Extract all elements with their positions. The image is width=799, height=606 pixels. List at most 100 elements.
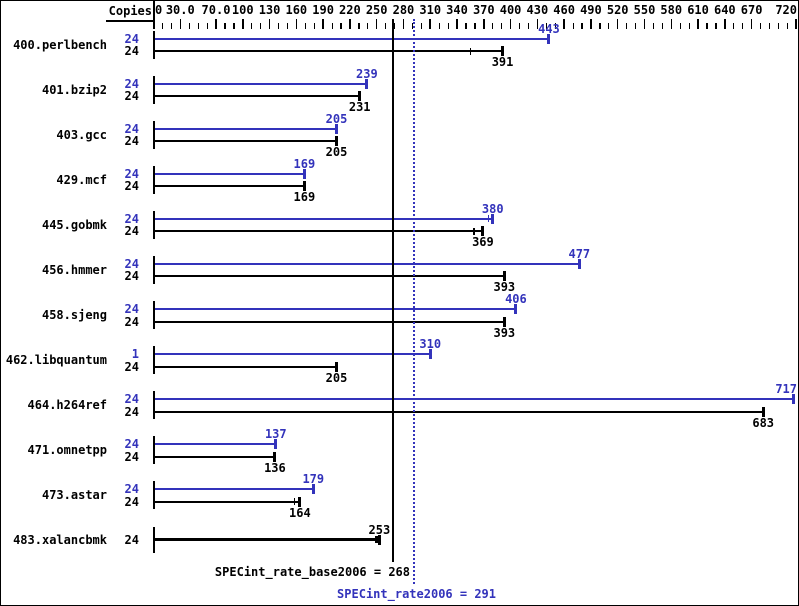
axis-minor-tick [572,23,574,29]
peak-value-label: 179 [302,472,325,486]
benchmark-label: 456.hmmer [41,263,107,278]
axis-major-tick [215,19,217,29]
benchmark-label: 400.perlbench [13,37,107,52]
benchmark-label: 401.bzip2 [41,82,107,97]
axis-minor-tick [367,23,369,29]
group-axis-segment [153,390,155,420]
copies-value: 24 [124,532,139,547]
group-axis-segment [153,30,155,59]
peak-mean-line [412,19,415,584]
copies-value: 24 [124,76,139,91]
bar-end-cap [761,406,765,417]
x-axis: 0 30.0 70.0 100 130 160 190 220 250 280 310 340 370 4… [1,1,798,31]
benchmark-label: 445.gobmk [41,218,107,233]
axis-major-tick [295,19,298,29]
base-bar [154,185,305,188]
axis-minor-tick [777,23,780,29]
axis-major-tick [795,19,797,29]
axis-tick-label: 610 [687,3,709,17]
axis-minor-tick [286,23,289,29]
axis-major-tick [563,19,565,29]
base-value-label: 205 [325,145,348,160]
axis-minor-tick [260,23,262,29]
axis-tick-label: 430 [526,3,549,17]
run-tick [293,498,296,506]
group-axis-segment [153,300,155,329]
axis-minor-tick [554,23,556,29]
base-bar [154,230,483,233]
bar-end-cap [514,303,518,314]
bar-end-cap [377,534,381,545]
axis-tick-label: 550 [633,3,656,17]
axis-major-tick [429,19,431,29]
axis-minor-tick [224,23,226,29]
axis-minor-tick [340,23,342,29]
base-bar [154,537,380,542]
bar-end-cap [577,258,581,269]
base-value-label: 205 [325,370,348,385]
axis-minor-tick [733,23,735,29]
group-axis-segment [153,481,155,510]
bar-end-cap [491,213,495,224]
axis-minor-tick [626,23,628,29]
copies-value: 24 [124,134,139,149]
axis-major-tick [643,19,646,29]
axis-minor-tick [277,23,280,29]
benchmark-label: 473.astar [41,488,107,503]
bar-end-cap [302,181,306,192]
base-bar [154,140,337,143]
copies-value: 24 [124,179,139,194]
axis-major-tick [536,19,539,29]
axis-tick-label: 190 [312,3,334,17]
axis-tick-label: 250 [365,3,388,17]
peak-bar [154,488,314,490]
peak-value-label: 205 [325,111,348,126]
copies-value: 24 [124,89,139,104]
peak-bar [154,397,794,400]
copies-value: 24 [124,256,139,271]
bar-end-cap [502,271,506,282]
axis-tick-label: 370 [472,3,495,17]
copies-value: 24 [124,31,139,46]
axis-minor-tick [608,23,610,29]
peak-value-label: 380 [481,201,504,216]
peak-bar [154,82,367,85]
peak-bar [154,352,431,355]
axis-minor-tick [635,23,637,29]
copies-value: 24 [124,482,139,496]
copies-value: 24 [124,44,139,59]
axis-major-tick [670,19,673,29]
copies-column-header: Copies [108,4,152,18]
peak-bar [154,442,276,445]
peak-value-label: 310 [419,336,442,351]
base-bar [154,320,505,323]
copies-value: 24 [124,449,139,464]
copies-value: 24 [124,211,139,226]
copies-value: 24 [124,494,139,509]
peak-value-label: 239 [356,66,378,81]
axis-minor-tick [706,23,708,29]
axis-tick-label: 460 [553,3,575,17]
axis-minor-tick [188,23,190,29]
run-tick [473,227,475,235]
axis-minor-tick [331,23,333,29]
axis-minor-tick [358,23,360,29]
bar-end-cap [335,123,338,134]
group-axis-segment [153,120,155,149]
axis-major-tick [242,19,244,29]
base-value-label: 231 [348,100,371,115]
axis-major-tick [616,19,619,29]
axis-minor-tick [411,23,414,29]
base-summary-label: SPECint_rate_base2006 = 268 [214,565,410,579]
benchmark-label: 471.omnetpp [27,443,107,458]
bar-end-cap [792,393,796,404]
axis-tick-label: 280 [392,3,415,17]
axis-tick-label: 490 [580,3,602,17]
base-value-label: 369 [472,235,494,250]
axis-minor-tick [652,23,655,29]
peak-value-label: 253 [368,522,391,537]
base-bar [154,95,360,98]
copies-value: 24 [124,391,139,406]
peak-bar [154,127,337,130]
copies-value: 24 [124,404,139,419]
